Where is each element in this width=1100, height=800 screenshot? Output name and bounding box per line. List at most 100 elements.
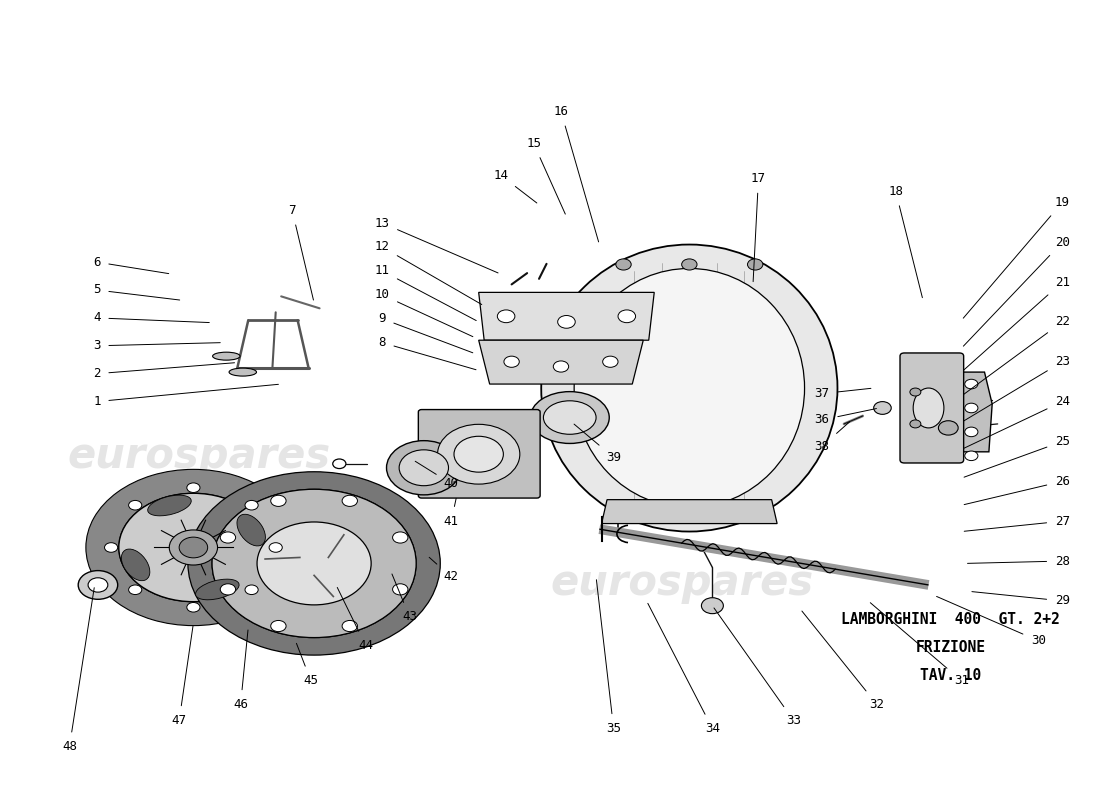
Text: 43: 43	[392, 574, 417, 623]
Ellipse shape	[543, 401, 596, 434]
Text: eurospares: eurospares	[67, 435, 330, 477]
Circle shape	[603, 356, 618, 367]
Text: 40: 40	[415, 462, 459, 490]
Ellipse shape	[530, 392, 609, 443]
Text: 31: 31	[870, 602, 969, 687]
Polygon shape	[478, 340, 644, 384]
Text: eurospares: eurospares	[550, 562, 813, 604]
Circle shape	[748, 259, 763, 270]
Text: 8: 8	[378, 336, 476, 370]
Wedge shape	[86, 470, 301, 626]
Ellipse shape	[454, 436, 504, 472]
Text: 24: 24	[964, 395, 1070, 448]
Circle shape	[910, 388, 921, 396]
Circle shape	[119, 494, 268, 602]
Circle shape	[873, 402, 891, 414]
Circle shape	[965, 403, 978, 413]
Text: 13: 13	[375, 217, 498, 273]
Circle shape	[965, 379, 978, 389]
Text: 21: 21	[964, 275, 1070, 370]
Circle shape	[497, 310, 515, 322]
Text: 19: 19	[964, 196, 1070, 318]
Text: 14: 14	[493, 169, 537, 203]
Text: 3: 3	[94, 339, 220, 352]
Text: 46: 46	[233, 630, 249, 711]
Text: TAV. 10: TAV. 10	[920, 667, 981, 682]
Text: 28: 28	[968, 554, 1070, 567]
Circle shape	[910, 420, 921, 428]
Circle shape	[682, 259, 697, 270]
Text: 11: 11	[375, 264, 476, 321]
Text: 33: 33	[714, 608, 801, 727]
Text: 15: 15	[526, 137, 565, 214]
Polygon shape	[952, 372, 992, 452]
Circle shape	[965, 427, 978, 437]
Ellipse shape	[236, 514, 265, 546]
Circle shape	[245, 585, 258, 594]
Circle shape	[618, 310, 636, 322]
Text: 2: 2	[94, 362, 234, 380]
Ellipse shape	[574, 269, 804, 508]
Circle shape	[187, 602, 200, 612]
Text: 6: 6	[94, 255, 168, 274]
Circle shape	[938, 421, 958, 435]
Circle shape	[245, 501, 258, 510]
Ellipse shape	[229, 368, 256, 376]
Text: 39: 39	[574, 424, 622, 464]
Text: FRIZIONE: FRIZIONE	[915, 640, 986, 654]
Text: 41: 41	[443, 498, 459, 528]
Text: 27: 27	[965, 514, 1070, 531]
Circle shape	[271, 621, 286, 632]
Text: 48: 48	[62, 588, 95, 754]
Text: 4: 4	[94, 311, 209, 324]
Circle shape	[270, 542, 283, 552]
Text: 26: 26	[965, 475, 1070, 505]
Circle shape	[702, 598, 724, 614]
Circle shape	[271, 495, 286, 506]
Text: 22: 22	[964, 315, 1070, 394]
Circle shape	[220, 532, 235, 543]
Circle shape	[187, 483, 200, 493]
Ellipse shape	[541, 245, 837, 531]
Circle shape	[616, 259, 631, 270]
Text: 47: 47	[172, 626, 192, 727]
Ellipse shape	[913, 388, 944, 428]
Text: 30: 30	[936, 597, 1046, 647]
Circle shape	[212, 490, 416, 638]
Ellipse shape	[386, 441, 461, 495]
Wedge shape	[188, 472, 440, 655]
Circle shape	[342, 495, 358, 506]
Text: 16: 16	[553, 105, 598, 242]
Circle shape	[393, 584, 408, 595]
Ellipse shape	[399, 450, 449, 486]
Text: 18: 18	[888, 185, 923, 298]
Polygon shape	[602, 500, 777, 523]
Text: 32: 32	[802, 611, 884, 711]
Text: 38: 38	[815, 422, 849, 453]
Text: 5: 5	[94, 283, 179, 300]
Text: 1: 1	[94, 384, 278, 408]
Text: 37: 37	[815, 387, 871, 400]
Text: 34: 34	[648, 603, 719, 735]
Circle shape	[78, 570, 118, 599]
Ellipse shape	[196, 579, 239, 600]
Circle shape	[104, 542, 118, 552]
Circle shape	[504, 356, 519, 367]
Circle shape	[393, 532, 408, 543]
Text: 45: 45	[296, 643, 318, 687]
Circle shape	[88, 578, 108, 592]
Text: 36: 36	[815, 409, 877, 426]
Circle shape	[965, 451, 978, 461]
Text: 44: 44	[338, 587, 373, 652]
Text: 12: 12	[375, 241, 482, 305]
Circle shape	[257, 522, 371, 605]
Text: 23: 23	[964, 355, 1070, 421]
Text: 10: 10	[375, 288, 473, 337]
Text: LAMBORGHINI  400  GT. 2+2: LAMBORGHINI 400 GT. 2+2	[842, 612, 1060, 626]
Circle shape	[553, 361, 569, 372]
Text: 17: 17	[751, 172, 766, 282]
Circle shape	[129, 501, 142, 510]
Ellipse shape	[438, 424, 520, 484]
Text: 20: 20	[964, 236, 1070, 346]
Circle shape	[179, 537, 208, 558]
